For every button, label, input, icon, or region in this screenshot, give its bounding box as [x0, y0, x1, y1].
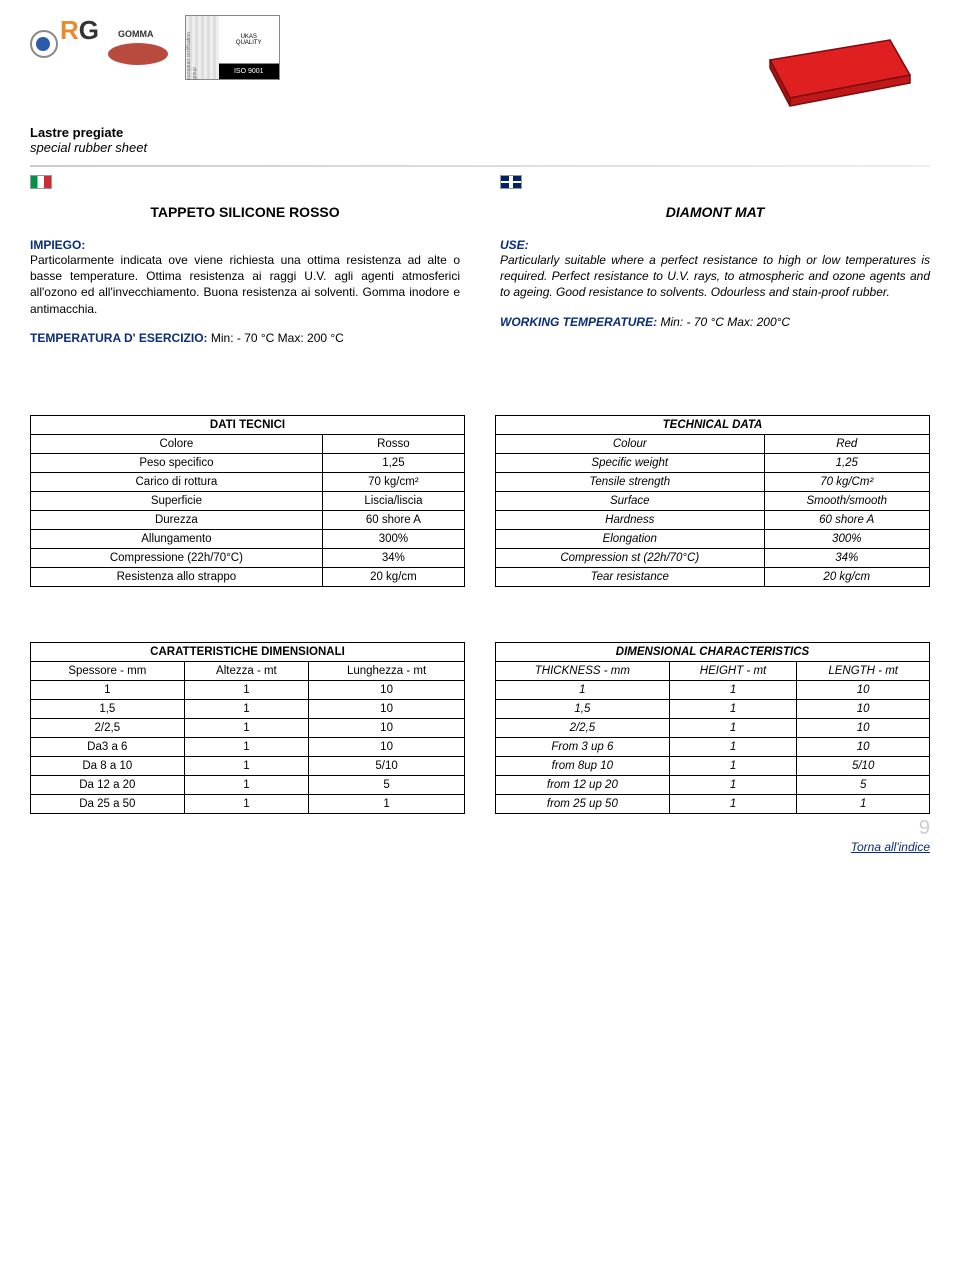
dim-table-en: DIMENSIONAL CHARACTERISTICS THICKNESS - …	[495, 642, 930, 814]
table-row: Da 25 a 5011	[31, 794, 465, 813]
table-row: Tensile strength70 kg/Cm²	[496, 472, 930, 491]
table-row: Peso specifico1,25	[31, 453, 465, 472]
column-italian: TAPPETO SILICONE ROSSO IMPIEGO: Particol…	[30, 175, 460, 345]
table-row: 1110	[31, 680, 465, 699]
divider	[30, 165, 930, 167]
table-row: from 12 up 2015	[496, 775, 930, 794]
tech-en-title: TECHNICAL DATA	[496, 415, 930, 434]
table-row: Da 8 a 1015/10	[31, 756, 465, 775]
dim-table-it: CARATTERISTICHE DIMENSIONALI Spessore - …	[30, 642, 465, 814]
table-row: SuperficieLiscia/liscia	[31, 491, 465, 510]
table-row: Compression st (22h/70°C)34%	[496, 548, 930, 567]
use-text: Particularly suitable where a perfect re…	[500, 252, 930, 301]
company-logo: RG GOMMA	[30, 15, 175, 70]
footer: 9 Torna all'indice	[851, 817, 930, 854]
sheet-icon	[750, 20, 920, 120]
table-row: from 25 up 5011	[496, 794, 930, 813]
column-english: DIAMONT MAT USE: Particularly suitable w…	[500, 175, 930, 345]
table-row: Allungamento300%	[31, 529, 465, 548]
temp-en-value: Min: - 70 °C Max: 200°C	[657, 315, 790, 329]
table-row: 1,5110	[31, 699, 465, 718]
table-row: Carico di rottura70 kg/cm²	[31, 472, 465, 491]
table-row: ColoreRosso	[31, 434, 465, 453]
table-row: SurfaceSmooth/smooth	[496, 491, 930, 510]
temp-en-label: WORKING TEMPERATURE:	[500, 315, 657, 329]
title-english: DIAMONT MAT	[500, 204, 930, 220]
tech-table-it: DATI TECNICI ColoreRossoPeso specifico1,…	[30, 415, 465, 587]
table-row: Elongation300%	[496, 529, 930, 548]
table-row: 1110	[496, 680, 930, 699]
temp-it-value: Min: - 70 °C Max: 200 °C	[208, 331, 344, 345]
dim-en-title: DIMENSIONAL CHARACTERISTICS	[496, 642, 930, 661]
certification-logo: UKASQUALITY ISO 9001	[185, 15, 280, 80]
table-row: Da3 a 6110	[31, 737, 465, 756]
page-number: 9	[851, 817, 930, 840]
tech-it-title: DATI TECNICI	[31, 415, 465, 434]
impiego-label: IMPIEGO:	[30, 238, 85, 252]
flag-it-icon	[30, 175, 52, 189]
table-row: 1,5110	[496, 699, 930, 718]
table-row: from 8up 1015/10	[496, 756, 930, 775]
table-row: Specific weight1,25	[496, 453, 930, 472]
use-label: USE:	[500, 238, 529, 252]
tech-table-en: TECHNICAL DATA ColourRedSpecific weight1…	[495, 415, 930, 587]
table-row: 2/2,5110	[496, 718, 930, 737]
subtitle-en: special rubber sheet	[30, 140, 930, 155]
table-row: Da 12 a 2015	[31, 775, 465, 794]
table-row: Durezza60 shore A	[31, 510, 465, 529]
impiego-text: Particolarmente indicata ove viene richi…	[30, 252, 460, 317]
table-row: Resistenza allo strappo20 kg/cm	[31, 567, 465, 586]
dim-it-title: CARATTERISTICHE DIMENSIONALI	[31, 642, 465, 661]
table-row: Hardness60 shore A	[496, 510, 930, 529]
table-row: From 3 up 6110	[496, 737, 930, 756]
temp-it-label: TEMPERATURA D' ESERCIZIO:	[30, 331, 208, 345]
back-to-index-link[interactable]: Torna all'indice	[851, 840, 930, 854]
subtitle-block: Lastre pregiate special rubber sheet	[30, 125, 930, 155]
title-italian: TAPPETO SILICONE ROSSO	[30, 204, 460, 220]
table-row: Compressione (22h/70°C)34%	[31, 548, 465, 567]
table-row: Tear resistance20 kg/cm	[496, 567, 930, 586]
subtitle-it: Lastre pregiate	[30, 125, 930, 140]
table-row: 2/2,5110	[31, 718, 465, 737]
flag-uk-icon	[500, 175, 522, 189]
table-row: ColourRed	[496, 434, 930, 453]
